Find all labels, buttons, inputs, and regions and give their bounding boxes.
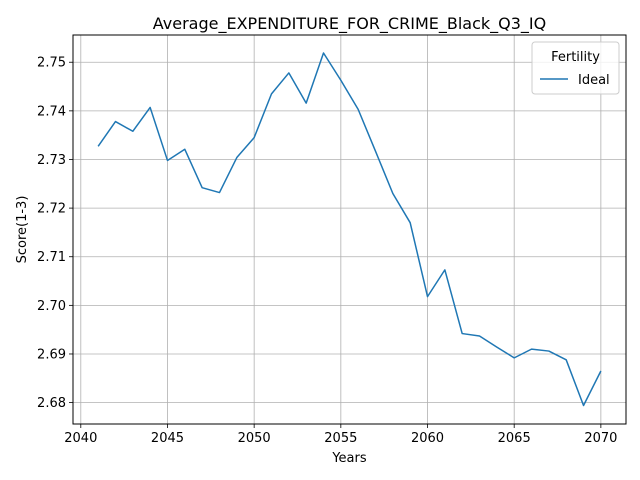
x-tick-label: 2045 — [151, 431, 184, 446]
x-tick-label: 2060 — [411, 431, 444, 446]
x-tick-label: 2040 — [64, 431, 97, 446]
ticks: 2040 2045 2050 2055 2060 2065 2070 2.68 2.69 2.70… — [37, 56, 617, 446]
y-tick-label: 2.70 — [37, 299, 66, 314]
y-tick-label: 2.69 — [37, 347, 66, 362]
x-tick-label: 2065 — [498, 431, 531, 446]
x-tick-label: 2070 — [584, 431, 617, 446]
x-axis-title: Years — [331, 451, 367, 466]
y-tick-label: 2.68 — [37, 396, 66, 411]
plot-frame — [72, 34, 627, 425]
legend-box — [531, 41, 620, 95]
x-tick-label: 2055 — [324, 431, 357, 446]
y-tick-label: 2.71 — [37, 250, 66, 265]
y-tick-label: 2.75 — [37, 56, 66, 71]
y-tick-label: 2.74 — [37, 104, 66, 119]
legend-entry-ideal: Ideal — [578, 73, 610, 88]
chart-title: Average_EXPENDITURE_FOR_CRIME_Black_Q3_I… — [153, 14, 546, 34]
y-tick-label: 2.73 — [37, 153, 66, 168]
grid — [73, 35, 626, 424]
x-tick-label: 2050 — [238, 431, 271, 446]
y-tick-label: 2.72 — [37, 202, 66, 217]
series-line-ideal — [97, 52, 602, 407]
series-layer — [97, 52, 602, 407]
legend-title: Fertility — [551, 50, 600, 65]
legend: Fertility Ideal — [531, 41, 620, 95]
y-axis-title: Score(1-3) — [15, 196, 30, 264]
